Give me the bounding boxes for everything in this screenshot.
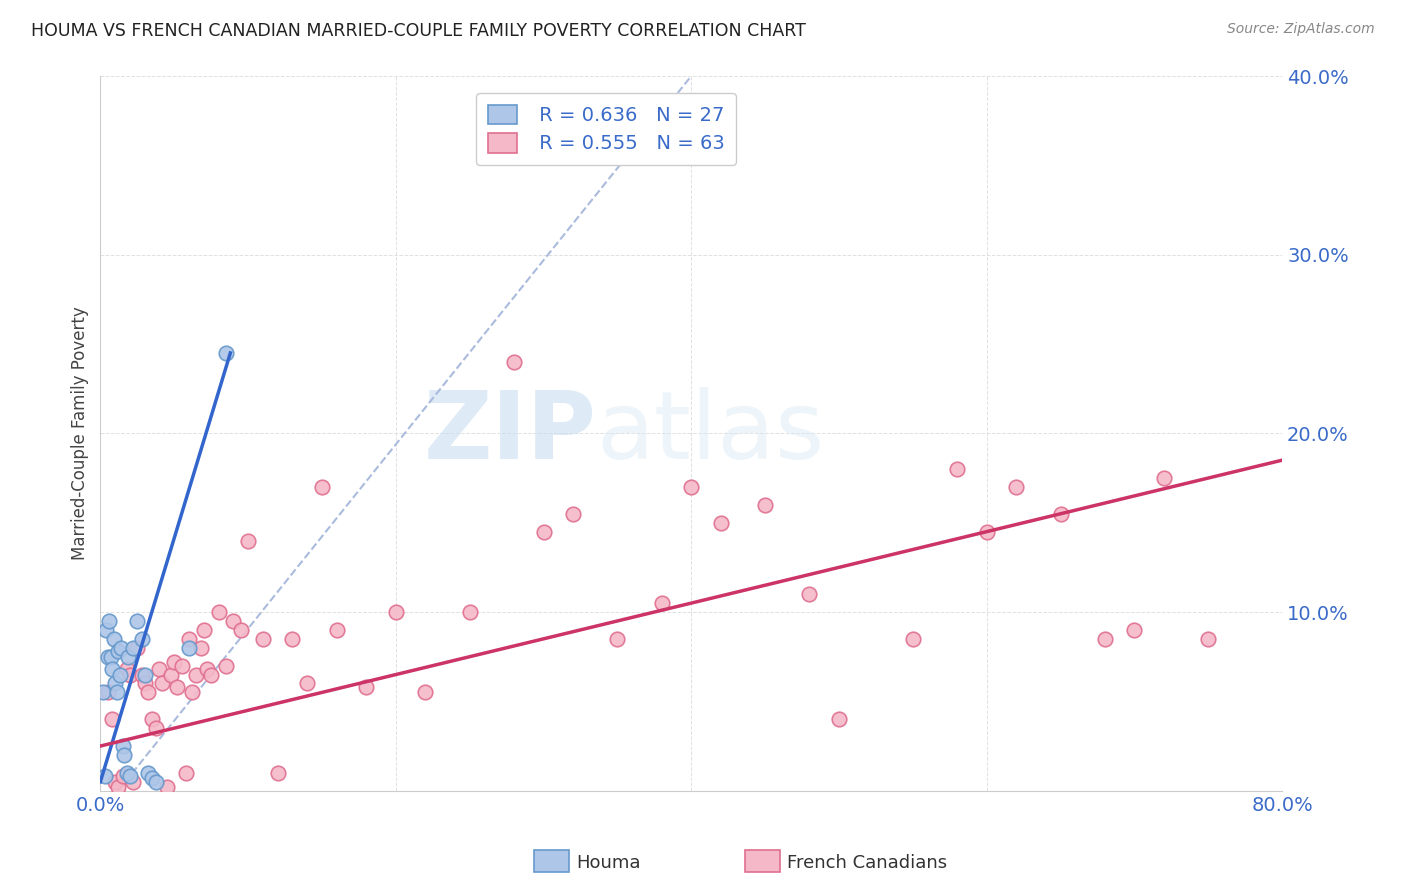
- Point: [946, 462, 969, 476]
- Point: [100, 649, 122, 664]
- Point: [311, 480, 333, 494]
- Point: [533, 524, 555, 539]
- Point: [166, 680, 188, 694]
- Point: [190, 640, 212, 655]
- Point: [107, 644, 129, 658]
- Point: [177, 632, 200, 646]
- Point: [562, 507, 585, 521]
- Point: [193, 623, 215, 637]
- Point: [141, 771, 163, 785]
- Point: [152, 676, 174, 690]
- Point: [222, 614, 245, 628]
- Point: [107, 780, 129, 794]
- Point: [266, 765, 288, 780]
- Y-axis label: Married-Couple Family Poverty: Married-Couple Family Poverty: [72, 307, 89, 560]
- Point: [134, 667, 156, 681]
- Point: [195, 662, 218, 676]
- Point: [458, 605, 481, 619]
- Point: [121, 640, 143, 655]
- Point: [104, 774, 127, 789]
- Point: [325, 623, 347, 637]
- Text: Source: ZipAtlas.com: Source: ZipAtlas.com: [1227, 22, 1375, 37]
- Point: [118, 667, 141, 681]
- Point: [229, 623, 252, 637]
- Point: [606, 632, 628, 646]
- Point: [1153, 471, 1175, 485]
- Point: [356, 680, 378, 694]
- Point: [651, 596, 673, 610]
- Point: [105, 685, 128, 699]
- Point: [96, 623, 118, 637]
- Point: [186, 667, 208, 681]
- Point: [136, 685, 159, 699]
- Point: [1005, 480, 1028, 494]
- Point: [207, 605, 229, 619]
- Point: [141, 712, 163, 726]
- Point: [97, 685, 120, 699]
- Point: [131, 632, 153, 646]
- Point: [134, 676, 156, 690]
- Point: [117, 649, 139, 664]
- Point: [177, 640, 200, 655]
- Point: [503, 355, 526, 369]
- Point: [145, 721, 167, 735]
- Point: [1197, 632, 1219, 646]
- Point: [799, 587, 821, 601]
- Point: [156, 780, 179, 794]
- Point: [385, 605, 408, 619]
- Point: [901, 632, 924, 646]
- Point: [98, 614, 121, 628]
- Point: [131, 667, 153, 681]
- Text: atlas: atlas: [596, 387, 825, 479]
- Point: [94, 769, 117, 783]
- Point: [145, 774, 167, 789]
- Point: [1123, 623, 1146, 637]
- Point: [115, 662, 138, 676]
- Point: [174, 765, 197, 780]
- Point: [111, 739, 134, 753]
- Point: [200, 667, 222, 681]
- Point: [236, 533, 259, 548]
- Text: ZIP: ZIP: [423, 387, 596, 479]
- Point: [681, 480, 703, 494]
- Point: [1094, 632, 1116, 646]
- Point: [415, 685, 437, 699]
- Point: [103, 632, 125, 646]
- Point: [163, 655, 186, 669]
- Point: [112, 747, 135, 762]
- Point: [115, 765, 138, 780]
- Point: [170, 658, 193, 673]
- Point: [710, 516, 733, 530]
- Point: [215, 658, 238, 673]
- Point: [828, 712, 851, 726]
- Point: [281, 632, 304, 646]
- Point: [111, 769, 134, 783]
- Legend:  R = 0.636   N = 27,  R = 0.555   N = 63: R = 0.636 N = 27, R = 0.555 N = 63: [477, 93, 737, 165]
- Point: [127, 640, 149, 655]
- Point: [976, 524, 998, 539]
- Point: [754, 498, 776, 512]
- Point: [1049, 507, 1071, 521]
- Point: [108, 667, 131, 681]
- Point: [118, 769, 141, 783]
- Text: French Canadians: French Canadians: [787, 854, 948, 871]
- Point: [136, 765, 159, 780]
- Point: [91, 685, 114, 699]
- Point: [101, 712, 124, 726]
- Point: [181, 685, 204, 699]
- Point: [121, 774, 143, 789]
- Point: [160, 667, 183, 681]
- Point: [295, 676, 318, 690]
- Point: [127, 614, 149, 628]
- Point: [148, 662, 170, 676]
- Point: [215, 346, 238, 360]
- Point: [104, 676, 127, 690]
- Point: [252, 632, 274, 646]
- Point: [101, 662, 124, 676]
- Point: [97, 649, 120, 664]
- Point: [110, 640, 132, 655]
- Text: Houma: Houma: [576, 854, 641, 871]
- Text: HOUMA VS FRENCH CANADIAN MARRIED-COUPLE FAMILY POVERTY CORRELATION CHART: HOUMA VS FRENCH CANADIAN MARRIED-COUPLE …: [31, 22, 806, 40]
